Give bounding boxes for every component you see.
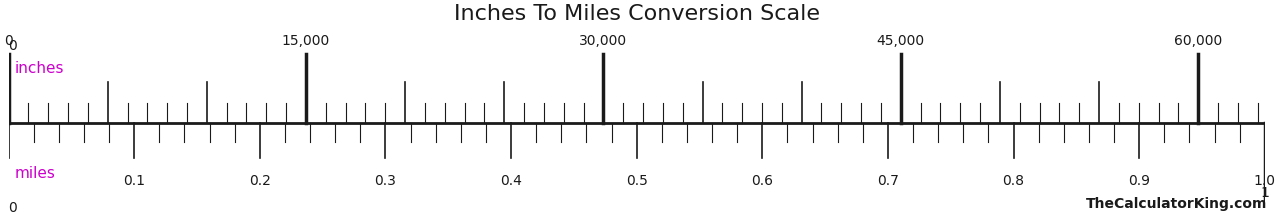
Text: miles: miles [15,167,56,181]
Text: 0.7: 0.7 [877,174,899,188]
Text: 0.8: 0.8 [1002,174,1024,188]
Title: Inches To Miles Conversion Scale: Inches To Miles Conversion Scale [453,4,819,24]
Text: 60,000: 60,000 [1174,34,1222,48]
Text: 0.2: 0.2 [248,174,271,188]
Text: 1.0: 1.0 [1254,174,1276,188]
Text: TheCalculatorKing.com: TheCalculatorKing.com [1085,197,1267,211]
Text: inches: inches [15,61,64,76]
Text: 15,000: 15,000 [282,34,330,48]
Text: 0.9: 0.9 [1128,174,1151,188]
Text: 30,000: 30,000 [580,34,627,48]
Text: 0: 0 [9,201,18,215]
Text: 0: 0 [9,39,18,53]
Text: 45,000: 45,000 [877,34,925,48]
Text: 1: 1 [1261,186,1270,200]
Text: 0.1: 0.1 [123,174,145,188]
Text: 0.5: 0.5 [626,174,648,188]
Text: 0.3: 0.3 [375,174,397,188]
Text: 0.4: 0.4 [500,174,522,188]
Text: 0: 0 [4,34,13,48]
Text: 0.6: 0.6 [751,174,773,188]
